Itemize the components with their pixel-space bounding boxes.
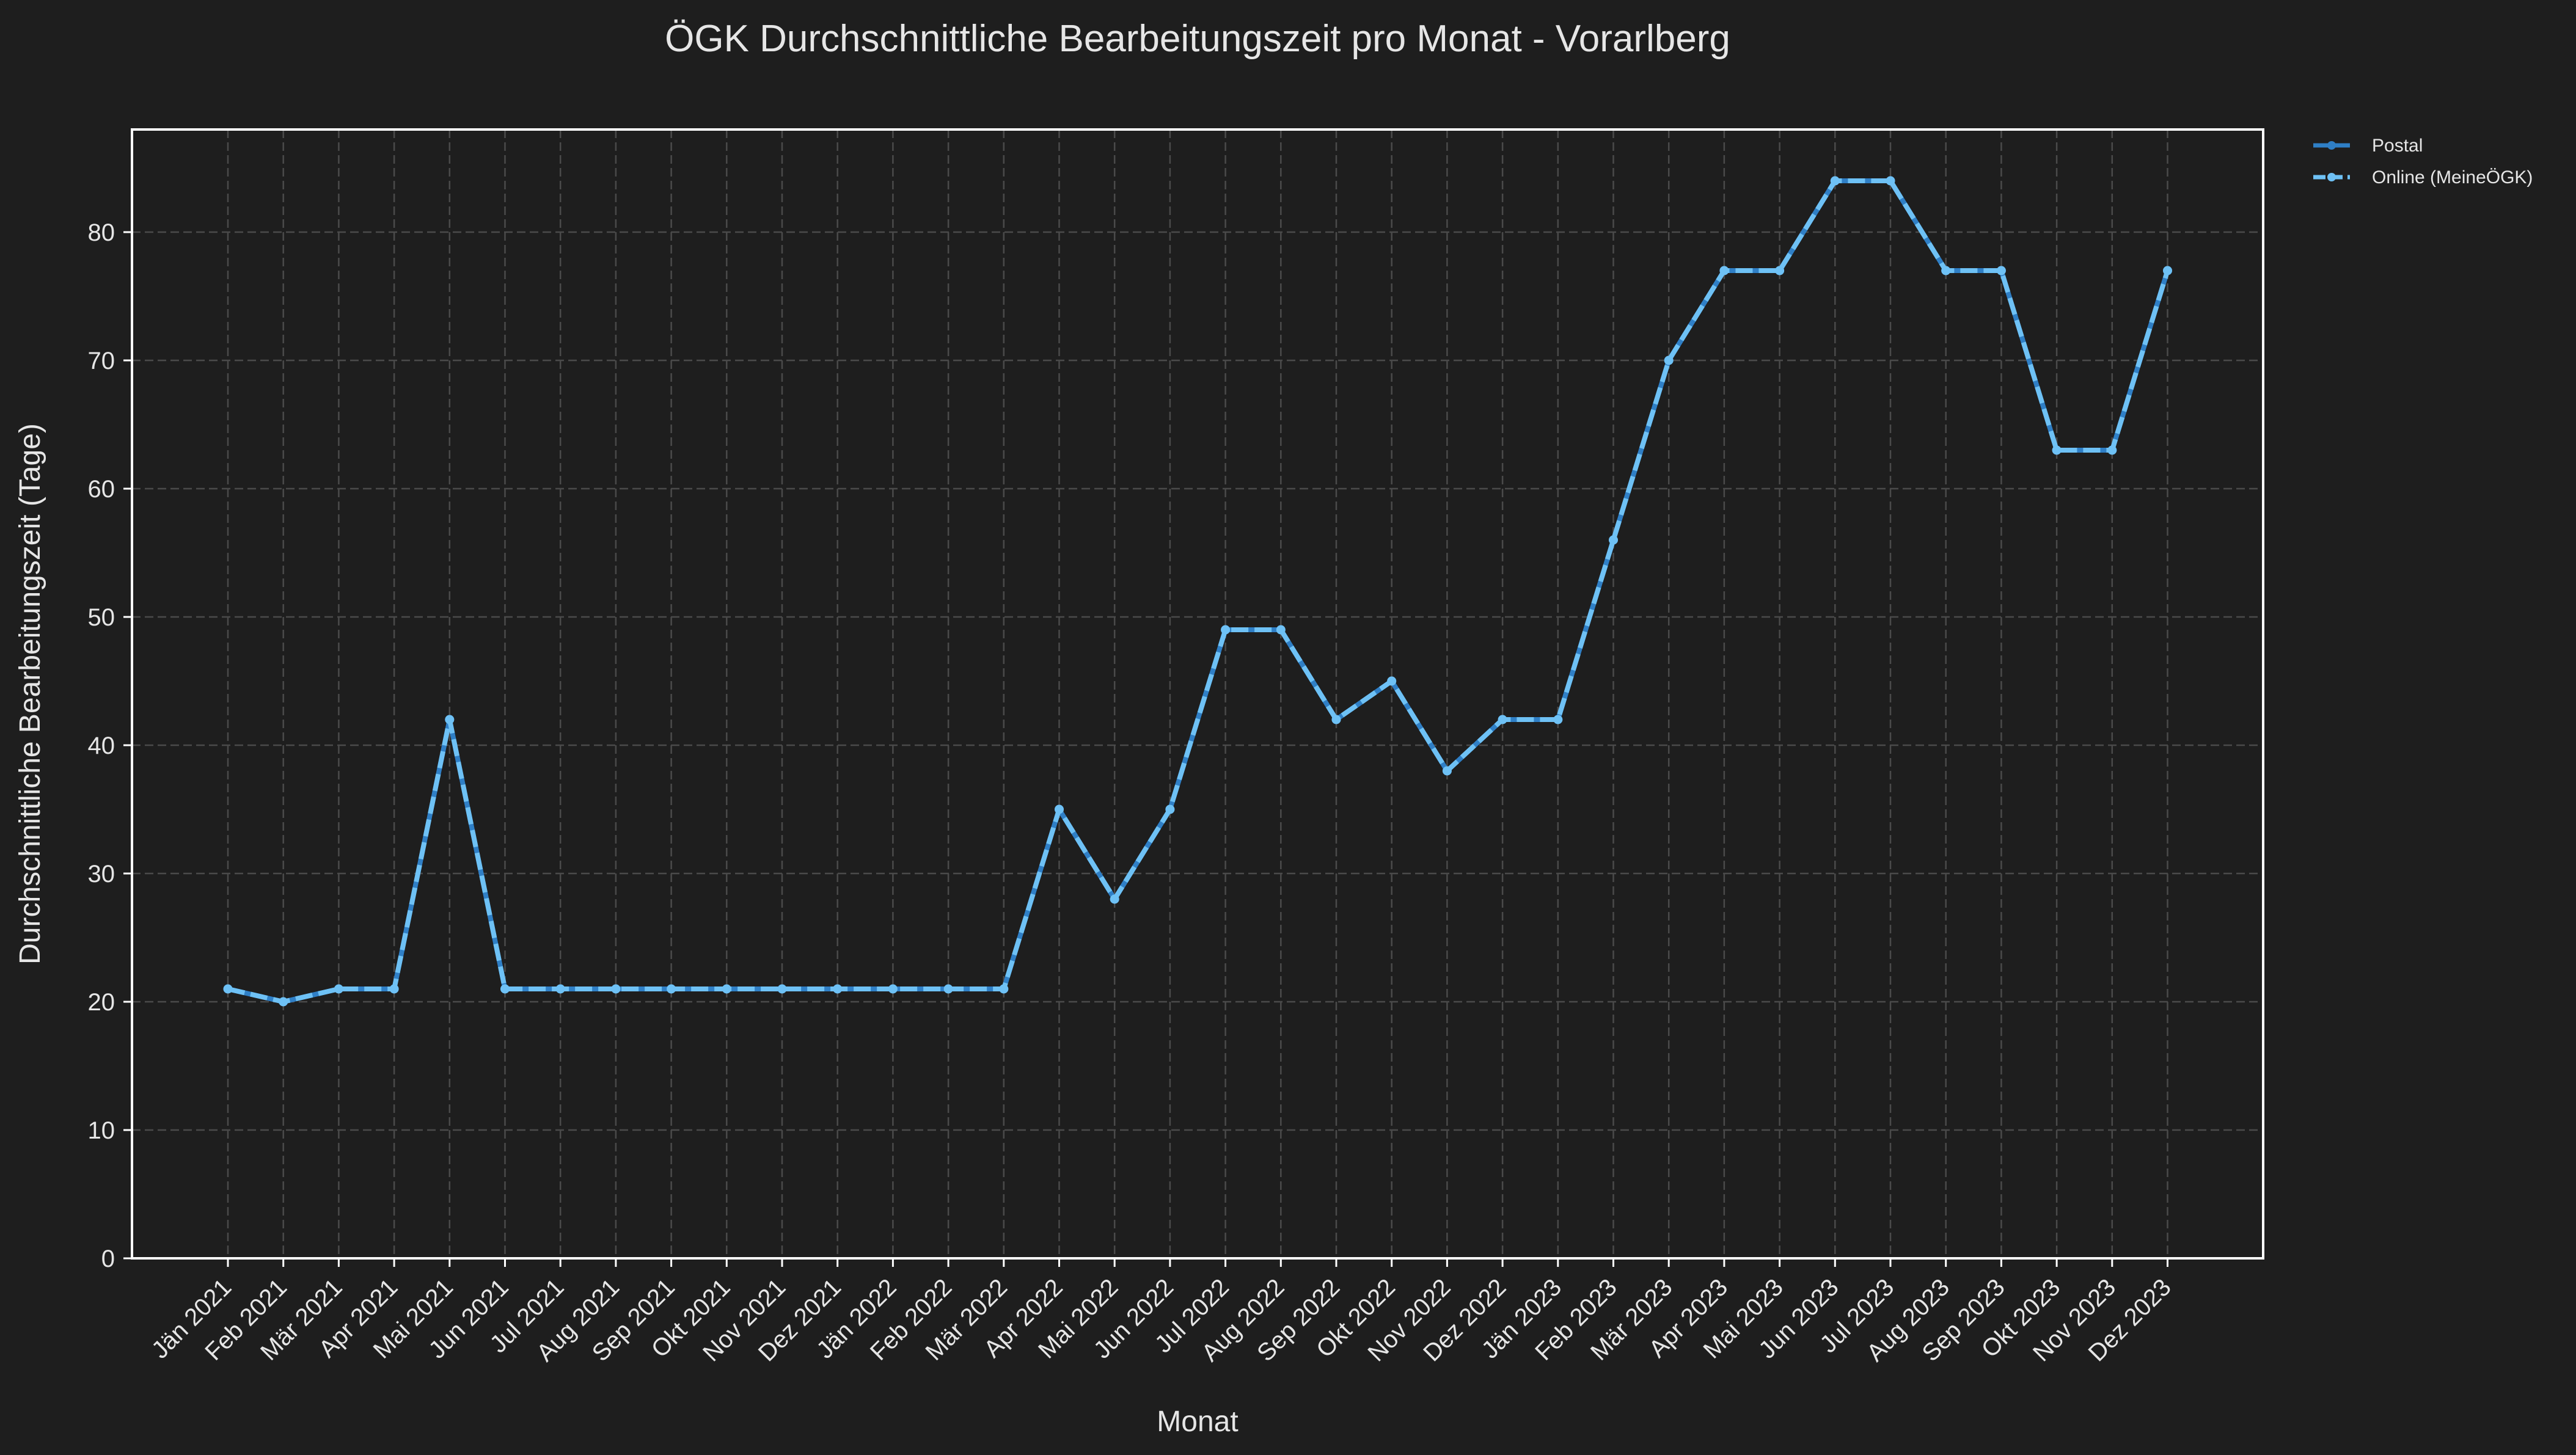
data-point bbox=[722, 984, 731, 994]
data-point bbox=[999, 984, 1009, 994]
data-point bbox=[1276, 625, 1286, 635]
data-point bbox=[611, 984, 621, 994]
legend-marker-2 bbox=[2327, 173, 2336, 181]
data-point bbox=[888, 984, 898, 994]
chart-title: ÖGK Durchschnittliche Bearbeitungszeit p… bbox=[665, 18, 1730, 60]
data-point bbox=[1387, 676, 1397, 686]
data-point bbox=[1775, 266, 1785, 275]
y-tick-label: 70 bbox=[88, 348, 115, 374]
legend-label-1: Postal bbox=[2372, 136, 2423, 156]
data-point bbox=[1110, 894, 1119, 904]
series-layer bbox=[223, 176, 2172, 1007]
y-tick-label: 50 bbox=[88, 604, 115, 631]
data-point bbox=[445, 715, 455, 724]
legend: Postal Online (MeineÖGK) bbox=[2313, 136, 2533, 188]
x-axis-label: Monat bbox=[1157, 1406, 1238, 1438]
data-point bbox=[1941, 266, 1951, 275]
data-point bbox=[1553, 715, 1563, 724]
data-point bbox=[334, 984, 343, 994]
data-point bbox=[833, 984, 843, 994]
data-point bbox=[279, 997, 288, 1007]
plot-frame bbox=[131, 128, 2264, 1260]
data-point bbox=[2052, 445, 2062, 455]
data-point bbox=[777, 984, 787, 994]
data-point bbox=[1165, 804, 1175, 814]
y-tick-label: 60 bbox=[88, 476, 115, 503]
legend-label-2: Online (MeineÖGK) bbox=[2372, 167, 2533, 188]
data-point bbox=[1331, 715, 1341, 724]
legend-marker-1 bbox=[2327, 141, 2336, 150]
data-point bbox=[1886, 176, 1895, 186]
data-point bbox=[1996, 266, 2006, 275]
grid bbox=[132, 129, 2263, 1258]
y-tick-label: 80 bbox=[88, 219, 115, 246]
data-point bbox=[943, 984, 953, 994]
data-point bbox=[1664, 356, 1674, 365]
data-point bbox=[1442, 766, 1452, 776]
data-point bbox=[1609, 535, 1618, 545]
data-point bbox=[555, 984, 565, 994]
y-tick-label: 30 bbox=[88, 861, 115, 888]
y-axis: 0 10 20 30 40 50 60 70 80 bbox=[88, 219, 132, 1272]
data-point bbox=[1055, 804, 1064, 814]
data-point bbox=[1830, 176, 1840, 186]
y-axis-label: Durchschnittliche Bearbeitungszeit (Tage… bbox=[14, 423, 46, 965]
data-point bbox=[223, 984, 233, 994]
data-point bbox=[1221, 625, 1231, 635]
y-tick-label: 20 bbox=[88, 989, 115, 1016]
data-point bbox=[389, 984, 399, 994]
series-line-2 bbox=[227, 178, 2170, 1004]
y-tick-label: 40 bbox=[88, 732, 115, 759]
data-point bbox=[667, 984, 676, 994]
data-point bbox=[2107, 445, 2117, 455]
data-point bbox=[500, 984, 510, 994]
data-point bbox=[1498, 715, 1507, 724]
data-point bbox=[1719, 266, 1729, 275]
y-tick-label: 10 bbox=[88, 1117, 115, 1144]
y-tick-label: 0 bbox=[101, 1245, 115, 1272]
data-point bbox=[2163, 266, 2172, 275]
